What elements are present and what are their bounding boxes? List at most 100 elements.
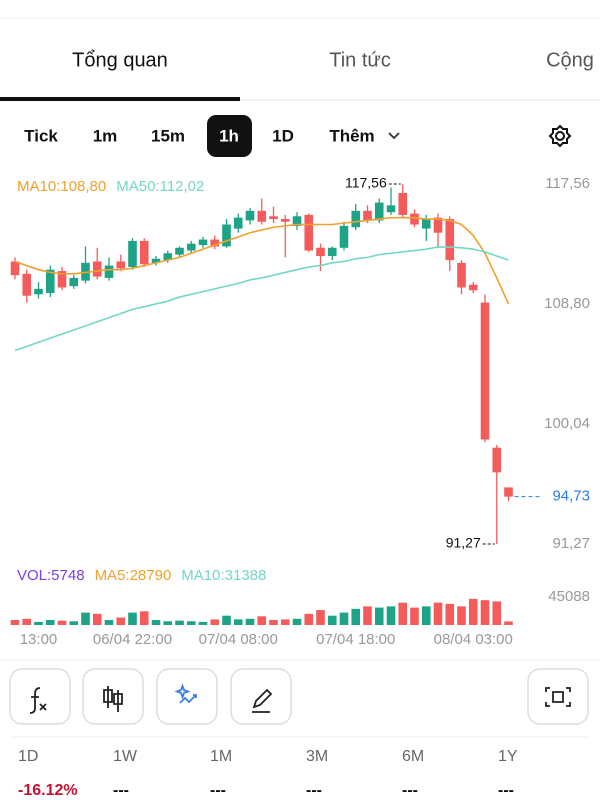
toolbar-icons — [29, 683, 571, 714]
period-change: --- — [113, 782, 129, 799]
candle-body — [57, 271, 67, 288]
candle-body — [69, 277, 79, 287]
more-chevron — [388, 132, 400, 140]
tab[interactable]: Tin tức — [329, 49, 391, 71]
volume-bar — [81, 612, 90, 625]
period-change: --- — [306, 782, 322, 799]
volume-bar — [304, 613, 314, 625]
interval[interactable]: 15m — [151, 126, 185, 145]
interval[interactable]: 1m — [93, 126, 118, 145]
tab[interactable]: Cộng — [546, 49, 594, 71]
volume-bar — [351, 608, 361, 625]
volume-bar — [22, 618, 32, 625]
candle-icon — [103, 686, 123, 712]
volume-bar — [233, 619, 243, 625]
volume-bar — [69, 621, 79, 625]
time-label: 07/04 18:00 — [316, 631, 395, 648]
candle-body — [34, 288, 43, 295]
interval[interactable]: Thêm — [329, 126, 374, 145]
low_label: 91,27 — [446, 535, 481, 551]
volume-bar — [386, 606, 396, 625]
fullscreen-icon — [545, 687, 571, 707]
candle-body — [280, 219, 290, 222]
active-tab-underline — [0, 97, 240, 101]
volume-legend: MA5:28790 — [95, 567, 172, 584]
chart-type-button[interactable] — [82, 668, 144, 725]
volume-bar — [480, 600, 490, 625]
candle-body — [504, 487, 513, 497]
period-header: 1M — [210, 748, 232, 765]
ma-legend: MA50:112,02 — [116, 178, 204, 195]
pen-icon — [252, 688, 273, 713]
candle-body — [233, 217, 243, 229]
candle-body — [351, 210, 361, 228]
volume-bar — [116, 617, 126, 625]
candle-body — [128, 240, 137, 267]
volume-bar — [210, 619, 220, 625]
volume-bar — [433, 602, 443, 625]
volume-bar — [280, 619, 290, 625]
volume-bar — [363, 606, 372, 625]
candle-body — [327, 247, 337, 256]
volume-bar — [186, 621, 196, 625]
ai-button[interactable] — [156, 668, 218, 725]
period-change: --- — [498, 782, 514, 799]
volume-bar — [45, 620, 55, 625]
fullscreen-button[interactable] — [527, 668, 589, 725]
candle-body — [316, 247, 325, 256]
last-price-label: 94,73 — [552, 488, 590, 505]
candle-body — [151, 258, 161, 263]
ma-line — [14, 216, 510, 305]
candle-body — [104, 265, 114, 278]
interval[interactable]: 1h — [219, 126, 239, 145]
period-change: -16.12% — [18, 782, 78, 799]
period-header: 1Y — [498, 748, 518, 765]
candle-body — [339, 225, 349, 248]
toolbar — [9, 668, 589, 725]
indicator-button[interactable] — [9, 668, 71, 725]
volume-bar — [398, 602, 408, 625]
volume-bar — [34, 621, 43, 625]
ma-line — [14, 246, 509, 352]
volume-bar — [421, 606, 431, 625]
volume-bar — [269, 620, 278, 625]
candle-body — [292, 216, 302, 226]
candle-body — [198, 239, 208, 246]
draw-button[interactable] — [230, 668, 292, 725]
high_label: 117,56 — [345, 175, 387, 191]
settings-icon[interactable] — [548, 124, 572, 148]
volume-bar — [257, 616, 267, 625]
candle-body — [457, 262, 466, 288]
volume-bar — [292, 618, 302, 625]
candle-body — [363, 210, 372, 221]
time-label: 07/04 08:00 — [199, 631, 278, 648]
candle-body — [175, 247, 184, 255]
volume-bar — [327, 615, 337, 625]
candle-body — [304, 214, 314, 251]
volume-bar — [128, 612, 137, 625]
time-label: 08/04 03:00 — [434, 631, 513, 648]
candle-body — [374, 202, 384, 221]
candle-body — [468, 284, 478, 291]
candle-body — [480, 302, 490, 440]
volume-bar — [151, 620, 161, 625]
period-header: 1W — [113, 748, 138, 765]
period-header: 1D — [18, 748, 38, 765]
volume-bar — [492, 601, 502, 625]
candle-body — [433, 217, 443, 233]
period-change: --- — [402, 782, 418, 799]
period-change: --- — [210, 782, 226, 799]
tab[interactable]: Tổng quan — [72, 49, 168, 71]
candle-body — [398, 193, 408, 215]
volume-tick-label: 45088 — [548, 588, 590, 605]
volume-bar — [504, 621, 513, 625]
fx-icon — [29, 687, 47, 714]
interval[interactable]: Tick — [24, 126, 58, 145]
interval[interactable]: 1D — [272, 126, 294, 145]
volume-bar — [339, 612, 349, 625]
volume-bar — [139, 611, 149, 625]
volume-bar — [374, 607, 384, 625]
volume-bar — [198, 621, 208, 625]
price-tick-label: 108,80 — [544, 295, 590, 312]
